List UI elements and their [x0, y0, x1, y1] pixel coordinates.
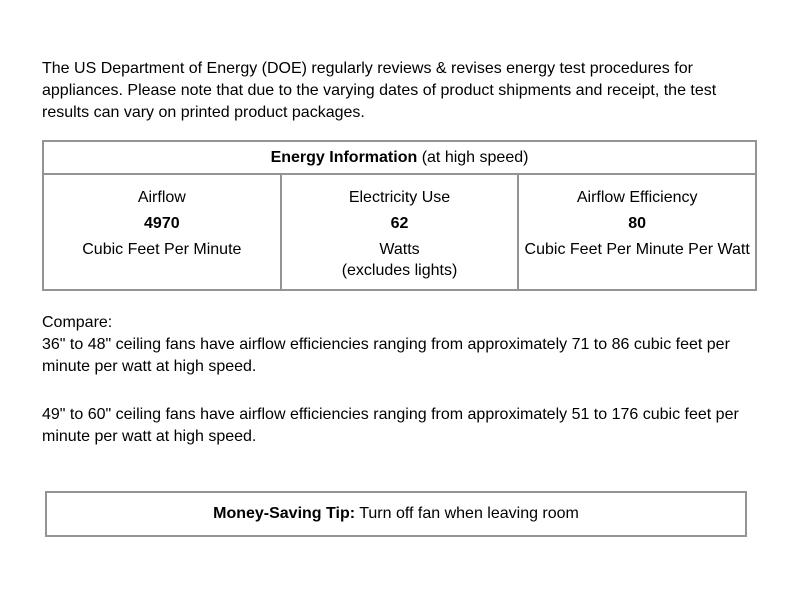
money-saving-tip-box: Money-Saving Tip: Turn off fan when leav…: [45, 491, 747, 537]
compare-section: Compare: 36" to 48" ceiling fans have ai…: [42, 312, 760, 378]
airflow-unit: Cubic Feet Per Minute: [82, 241, 242, 258]
table-header-title: Energy Information: [270, 148, 418, 166]
electricity-use-unit-note: (excludes lights): [341, 262, 458, 279]
airflow-efficiency-unit: Cubic Feet Per Minute Per Watt: [524, 241, 750, 258]
airflow-efficiency-value: 80: [628, 215, 647, 232]
electricity-use-label: Electricity Use: [348, 189, 451, 206]
energy-info-table-header: Energy Information (at high speed): [44, 142, 755, 175]
electricity-use-cell: Electricity Use 62 Watts (excludes light…: [279, 175, 518, 289]
electricity-use-unit: Watts: [379, 241, 420, 258]
airflow-label: Airflow: [137, 189, 186, 206]
compare-heading: Compare:: [42, 314, 113, 331]
electricity-use-value: 62: [390, 215, 409, 232]
money-saving-tip-label: Money-Saving Tip:: [213, 505, 356, 522]
airflow-cell: Airflow 4970 Cubic Feet Per Minute: [44, 175, 280, 289]
airflow-value: 4970: [144, 215, 180, 232]
table-header-subtitle: (at high speed): [421, 148, 529, 166]
airflow-efficiency-cell: Airflow Efficiency 80 Cubic Feet Per Min…: [517, 175, 755, 289]
airflow-efficiency-label: Airflow Efficiency: [576, 189, 698, 206]
doe-disclaimer-text: The US Department of Energy (DOE) regula…: [42, 60, 717, 121]
energy-info-table: Energy Information (at high speed) Airfl…: [42, 140, 757, 291]
energy-info-table-body: Airflow 4970 Cubic Feet Per Minute Elect…: [44, 175, 755, 289]
money-saving-tip-text: Turn off fan when leaving room: [359, 505, 579, 522]
compare-paragraph-1: 36" to 48" ceiling fans have airflow eff…: [42, 336, 730, 375]
compare-paragraph-2: 49" to 60" ceiling fans have airflow eff…: [42, 406, 739, 445]
